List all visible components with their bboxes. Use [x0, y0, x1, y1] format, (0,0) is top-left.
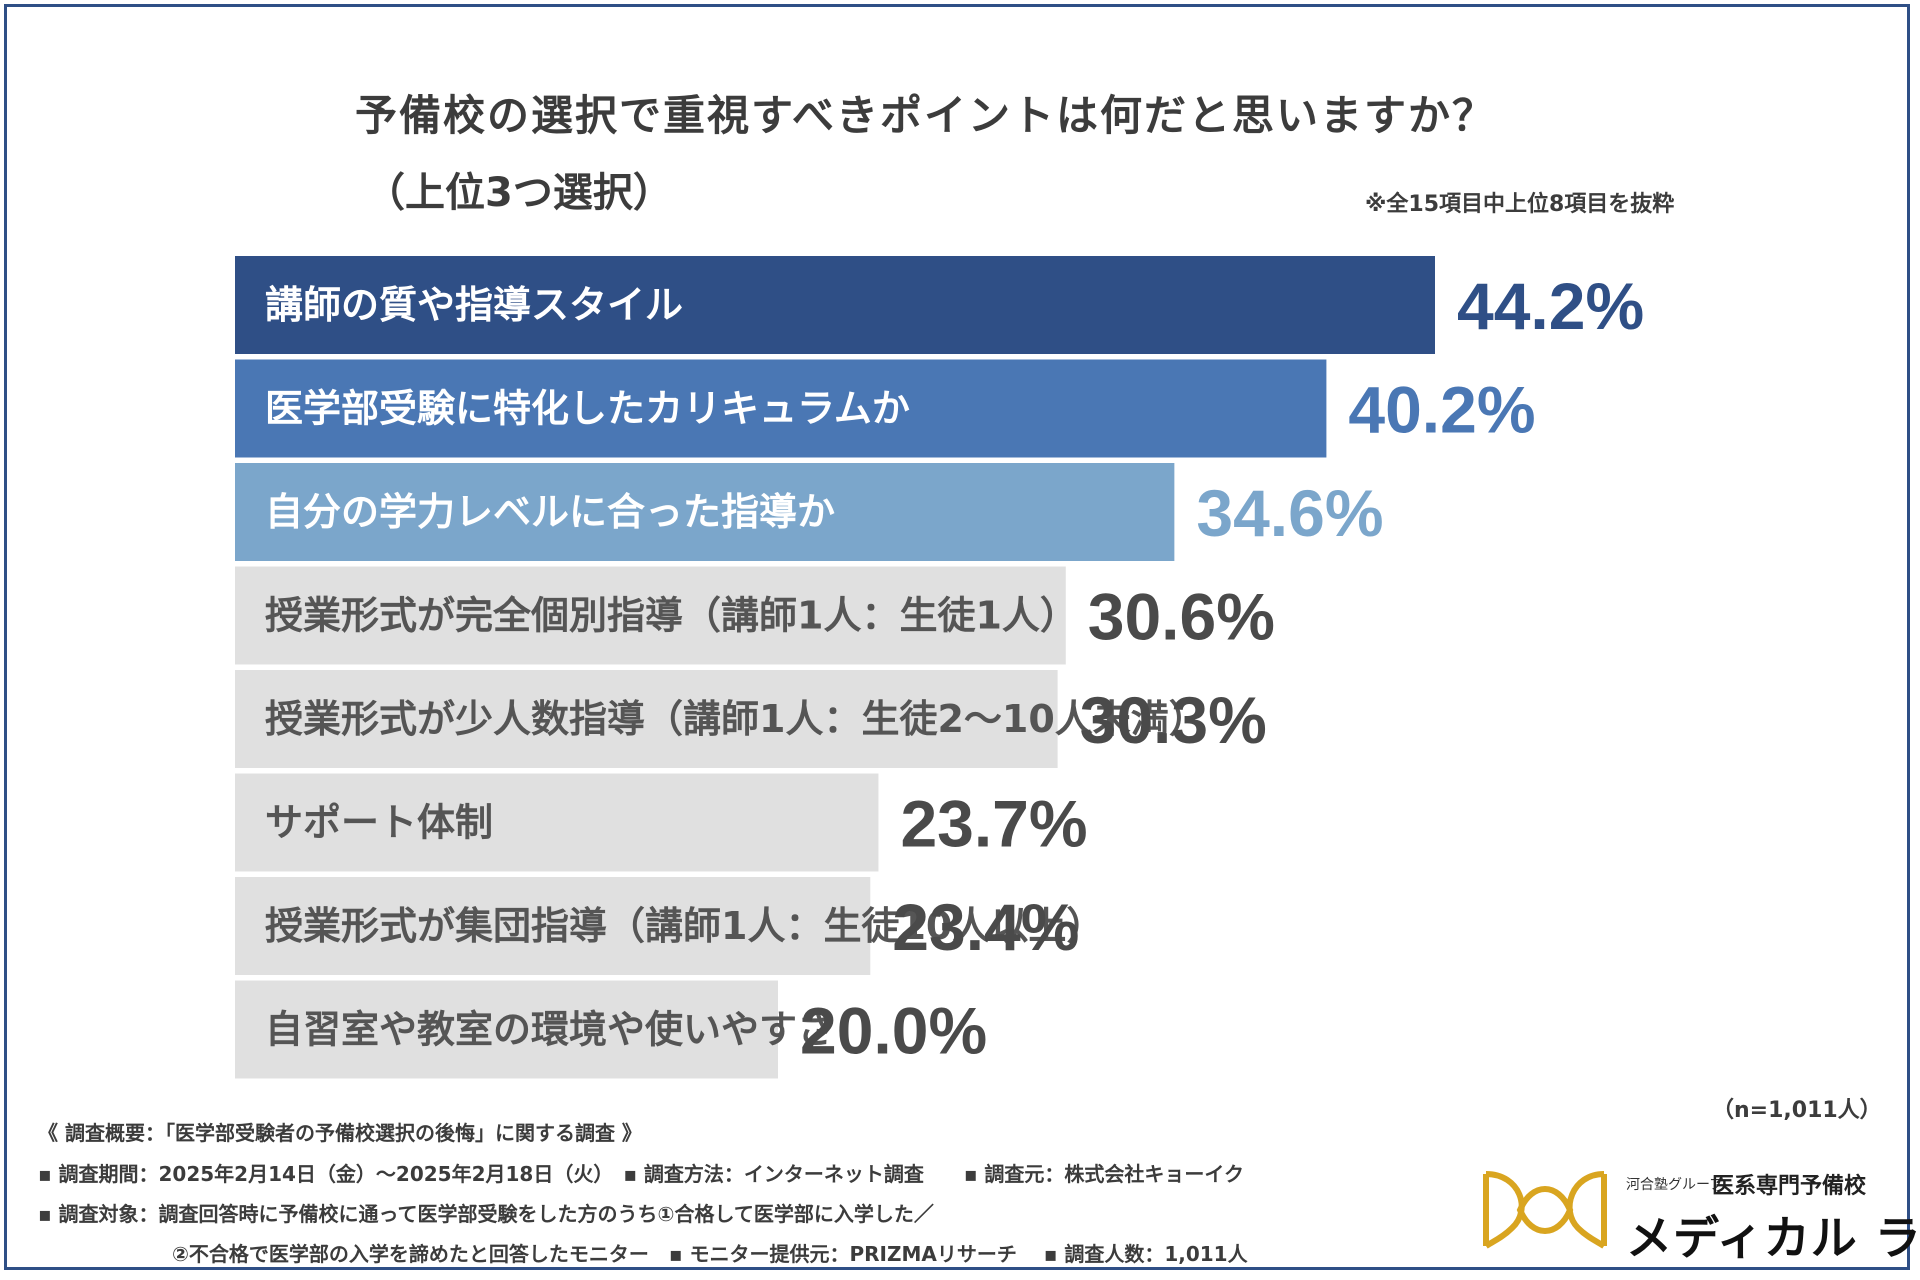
bar-1 [235, 256, 1435, 354]
value-label-7: 23.4% [892, 890, 1079, 964]
bar-label-2: 医学部受験に特化したカリキュラムか [265, 387, 910, 431]
bar-label-1: 講師の質や指導スタイル [265, 283, 683, 327]
value-label-6: 23.7% [900, 787, 1087, 861]
bar-label-5: 授業形式が少人数指導（講師1人：生徒2～10人未満） [265, 697, 1207, 741]
bar-5 [235, 670, 1058, 768]
logo-mark-icon [1483, 1171, 1607, 1249]
bar-2 [235, 359, 1327, 458]
bar-label-6: サポート体制 [265, 801, 493, 845]
value-label-5: 30.3% [1080, 683, 1267, 757]
value-label-3: 34.6% [1196, 476, 1383, 550]
bar-label-7: 授業形式が集団指導（講師1人：生徒10人以上） [265, 904, 1104, 948]
logo-group-text: 河合塾グループ [1626, 1177, 1724, 1193]
bar-3 [235, 463, 1175, 561]
survey-target-cont: ②不合格で医学部の入学を諦めたと回答したモニター ▪ モニター提供元：PRIZM… [172, 1242, 1248, 1266]
bar-7 [235, 877, 871, 975]
bar-chart: 講師の質や指導スタイル 44.2% 医学部受験に特化したカリキュラムか 40.2% 自分… [235, 256, 1644, 1079]
bar-label-4: 授業形式が完全個別指導（講師1人：生徒1人） [265, 594, 1078, 638]
sample-size-label: （n=1,011人） [1712, 1098, 1882, 1123]
chart-subtitle: （上位3つ選択） [365, 170, 673, 216]
chart-note: ※全15項目中上位8項目を抜粋 [1365, 192, 1675, 217]
logo-name: メディカル ラボ [1626, 1211, 1920, 1265]
bar-label-8: 自習室や教室の環境や使いやすさ [265, 1008, 835, 1052]
value-label-8: 20.0% [800, 994, 987, 1068]
survey-overview: 《 調査概要：「医学部受験者の予備校選択の後悔」に関する調査 》 [38, 1121, 642, 1145]
bar-4 [235, 566, 1066, 665]
value-label-4: 30.6% [1088, 580, 1275, 654]
logo: 河合塾グループ 医系専門予備校 メディカル ラボ [1480, 1160, 1920, 1265]
bar-label-3: 自分の学力レベルに合った指導か [265, 490, 835, 534]
value-label-2: 40.2% [1348, 373, 1535, 447]
survey-target: ▪ 調査対象：調査回答時に予備校に通って医学部受験をした方のうち①合格して医学部… [38, 1202, 934, 1226]
bar-6 [235, 773, 879, 872]
value-label-1: 44.2% [1457, 269, 1644, 343]
bar-8 [235, 980, 778, 1079]
chart-title: 予備校の選択で重視すべきポイントは何だと思いますか？ [355, 91, 1497, 140]
logo-subtitle: 医系専門予備校 [1712, 1174, 1867, 1199]
survey-period-method: ▪ 調査期間：2025年2月14日（金）～2025年2月18日（火） ▪ 調査方… [38, 1162, 1244, 1186]
